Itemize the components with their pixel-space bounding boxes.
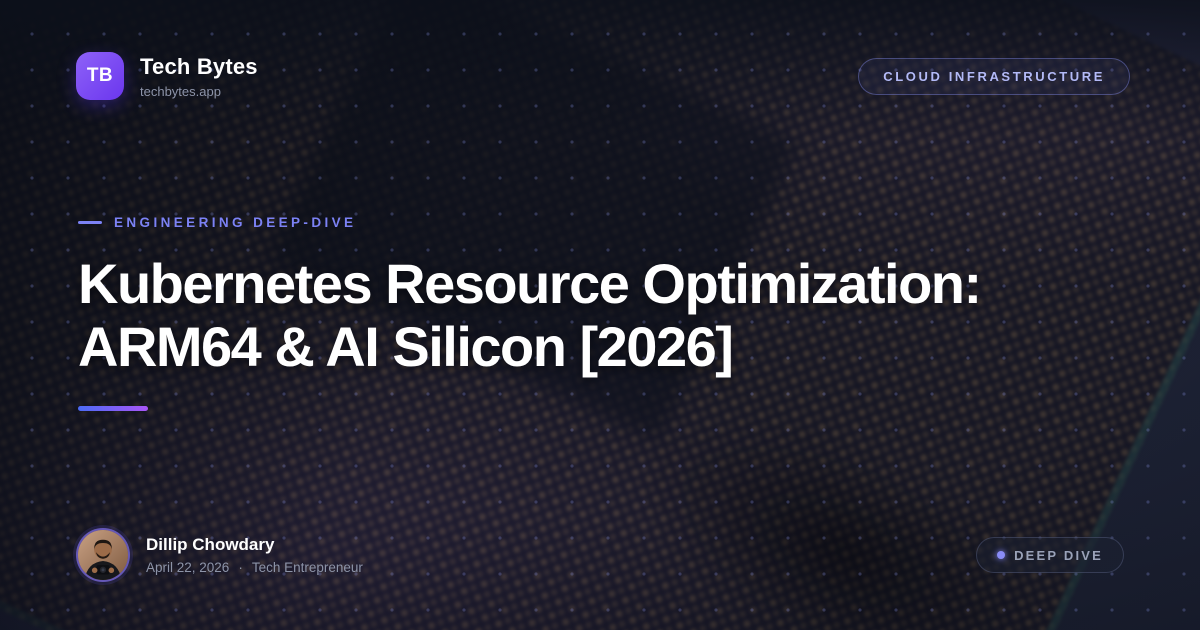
article-title: Kubernetes Resource Optimization: ARM64 …: [78, 252, 1140, 378]
accent-divider: [78, 406, 148, 411]
tag-badge-label: DEEP DIVE: [1014, 547, 1103, 563]
publish-date: April 22, 2026: [146, 560, 230, 575]
article-block: ENGINEERING DEEP-DIVE Kubernetes Resourc…: [78, 214, 1140, 411]
dot-icon: [997, 551, 1006, 559]
meta-separator: ·: [238, 560, 243, 575]
kicker-row: ENGINEERING DEEP-DIVE: [78, 214, 1140, 230]
tag-badge[interactable]: DEEP DIVE: [976, 537, 1124, 573]
author[interactable]: Dillip Chowdary April 22, 2026 · Tech En…: [76, 528, 363, 582]
kicker-label: ENGINEERING DEEP-DIVE: [114, 214, 357, 230]
header: TB Tech Bytes techbytes.app CLOUD INFRAS…: [76, 52, 1130, 100]
brand-domain: techbytes.app: [140, 83, 221, 99]
title-line-2: ARM64 & AI Silicon [2026]: [78, 315, 734, 378]
footer: Dillip Chowdary April 22, 2026 · Tech En…: [76, 528, 1124, 582]
author-text: Dillip Chowdary April 22, 2026 · Tech En…: [146, 535, 363, 575]
author-name: Dillip Chowdary: [146, 535, 275, 554]
avatar-illustration: [78, 530, 128, 580]
title-line-1: Kubernetes Resource Optimization:: [78, 252, 982, 315]
author-meta: April 22, 2026 · Tech Entrepreneur: [146, 560, 363, 575]
brand-logo[interactable]: TB: [76, 52, 124, 100]
avatar[interactable]: [76, 528, 130, 582]
kicker-dash: [78, 220, 102, 224]
brand[interactable]: TB Tech Bytes techbytes.app: [76, 52, 258, 100]
brand-text: Tech Bytes techbytes.app: [140, 54, 258, 99]
category-badge[interactable]: CLOUD INFRASTRUCTURE: [858, 58, 1130, 95]
author-role: Tech Entrepreneur: [251, 560, 363, 575]
brand-name: Tech Bytes: [140, 53, 258, 79]
